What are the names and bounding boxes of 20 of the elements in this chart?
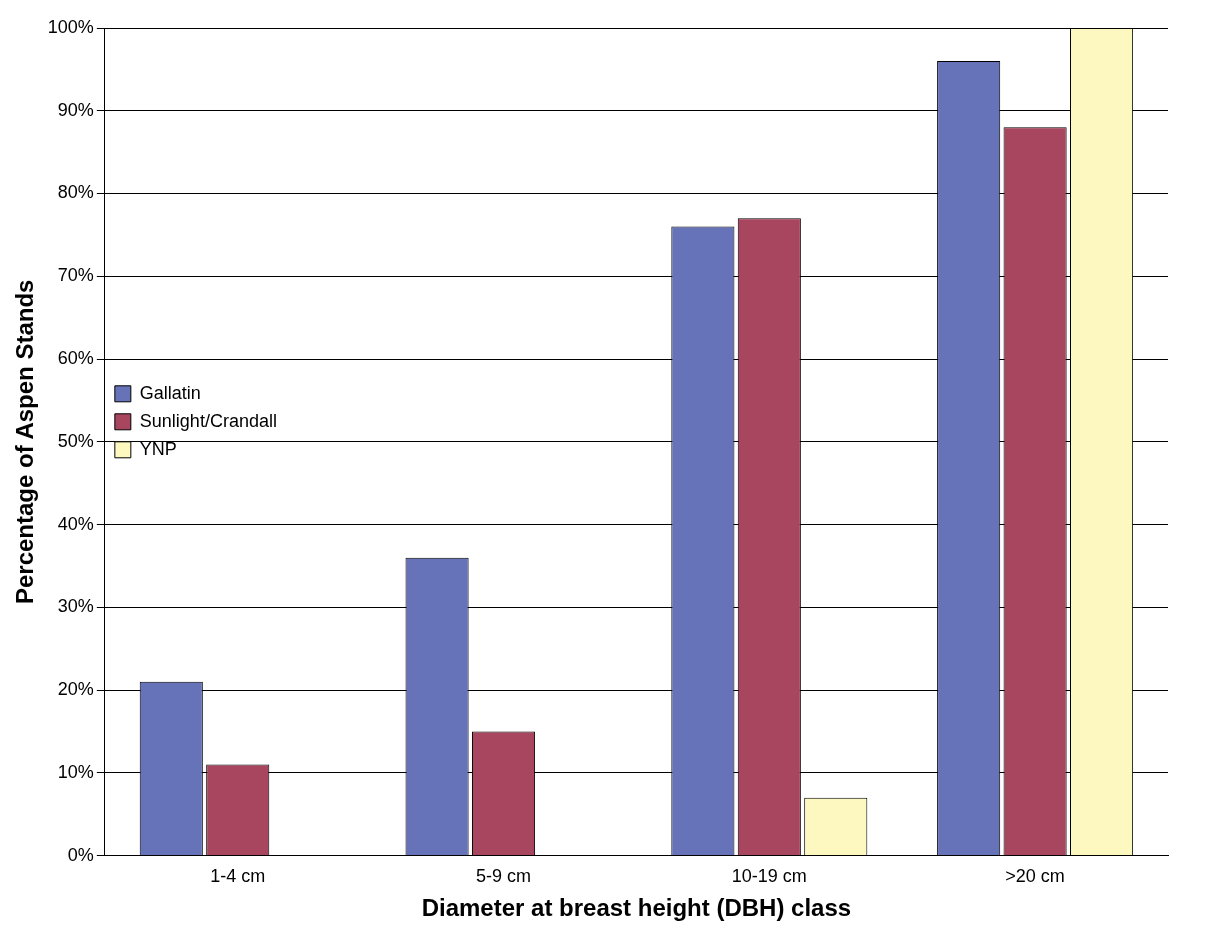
y-tick-label: 10% xyxy=(57,761,94,782)
y-tick-label: 50% xyxy=(57,430,94,451)
y-tick-label: 80% xyxy=(57,182,94,203)
x-tick-label: 1-4 cm xyxy=(210,866,266,887)
x-tick-label: >20 cm xyxy=(1005,866,1065,887)
y-tick-label: 60% xyxy=(57,348,94,369)
y-tick-label: 0% xyxy=(67,844,94,865)
y-tick-label: 70% xyxy=(57,265,94,286)
legend-label: Gallatin xyxy=(139,382,201,403)
y-tick-label: 100% xyxy=(47,16,94,37)
y-tick-label: 40% xyxy=(57,513,94,534)
legend-label: Sunlight/Crandall xyxy=(139,410,277,431)
x-axis-title: Diameter at breast height (DBH) class xyxy=(421,894,852,922)
y-tick-label: 30% xyxy=(57,596,94,617)
y-tick-label: 90% xyxy=(57,99,94,120)
x-tick-label: 5-9 cm xyxy=(476,866,532,887)
y-axis-title: Percentage of Aspen Stands xyxy=(11,279,39,605)
x-tick-label: 10-19 cm xyxy=(731,866,807,887)
legend-label: YNP xyxy=(139,438,177,459)
y-tick-label: 20% xyxy=(57,679,94,700)
